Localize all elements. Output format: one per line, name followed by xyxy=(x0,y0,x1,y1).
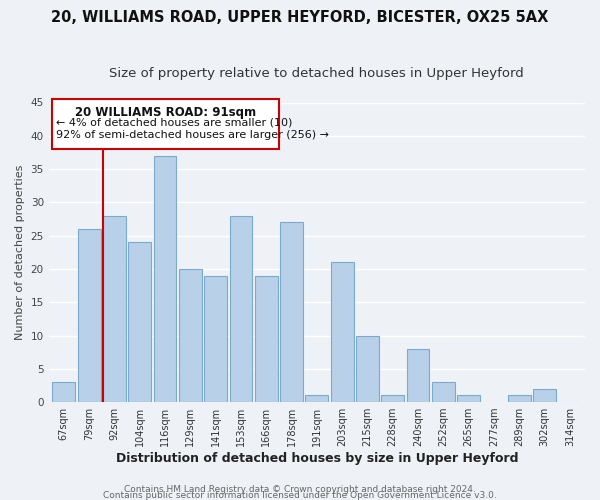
Bar xyxy=(204,276,227,402)
Bar xyxy=(331,262,353,402)
Text: 92% of semi-detached houses are larger (256) →: 92% of semi-detached houses are larger (… xyxy=(56,130,329,140)
X-axis label: Distribution of detached houses by size in Upper Heyford: Distribution of detached houses by size … xyxy=(116,452,518,465)
Bar xyxy=(230,216,253,402)
Bar xyxy=(255,276,278,402)
Text: ← 4% of detached houses are smaller (10): ← 4% of detached houses are smaller (10) xyxy=(56,117,293,127)
Bar xyxy=(533,389,556,402)
Text: 20, WILLIAMS ROAD, UPPER HEYFORD, BICESTER, OX25 5AX: 20, WILLIAMS ROAD, UPPER HEYFORD, BICEST… xyxy=(52,10,548,25)
Text: Contains HM Land Registry data © Crown copyright and database right 2024.: Contains HM Land Registry data © Crown c… xyxy=(124,484,476,494)
Y-axis label: Number of detached properties: Number of detached properties xyxy=(15,164,25,340)
Text: Contains public sector information licensed under the Open Government Licence v3: Contains public sector information licen… xyxy=(103,490,497,500)
Bar xyxy=(128,242,151,402)
Bar xyxy=(457,396,480,402)
Bar xyxy=(508,396,530,402)
Bar xyxy=(305,396,328,402)
Bar xyxy=(52,382,75,402)
Bar xyxy=(103,216,126,402)
Bar xyxy=(179,269,202,402)
Bar xyxy=(78,229,101,402)
Bar xyxy=(432,382,455,402)
Text: 20 WILLIAMS ROAD: 91sqm: 20 WILLIAMS ROAD: 91sqm xyxy=(75,106,256,119)
Bar xyxy=(154,156,176,402)
Title: Size of property relative to detached houses in Upper Heyford: Size of property relative to detached ho… xyxy=(109,68,524,80)
Bar xyxy=(52,99,279,149)
Bar xyxy=(407,349,430,402)
Bar xyxy=(356,336,379,402)
Bar xyxy=(382,396,404,402)
Bar xyxy=(280,222,303,402)
